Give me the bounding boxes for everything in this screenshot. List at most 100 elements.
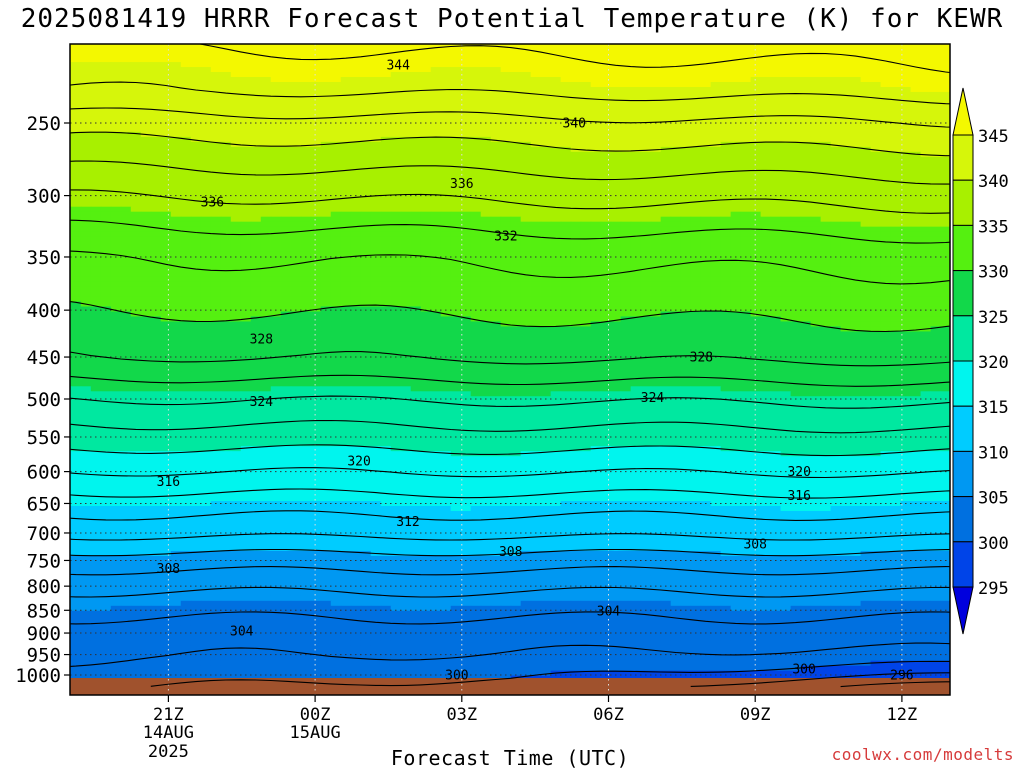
- fill-cell: [831, 132, 842, 138]
- fill-cell: [801, 72, 812, 78]
- fill-cell: [541, 212, 552, 218]
- fill-cell: [531, 182, 542, 188]
- fill-cell: [391, 112, 402, 118]
- fill-cell: [691, 12, 702, 18]
- fill-cell: [721, 22, 732, 28]
- fill-cell: [391, 22, 402, 28]
- fill-cell: [651, 212, 662, 218]
- fill-cell: [391, 267, 402, 273]
- fill-cell: [921, 112, 932, 118]
- fill-cell: [421, 172, 432, 178]
- fill-cell: [881, 107, 892, 113]
- fill-cell: [361, 202, 372, 208]
- fill-cell: [781, 232, 792, 238]
- fill-cell: [131, 67, 142, 73]
- fill-cell: [281, 52, 292, 58]
- fill-cell: [471, 97, 482, 103]
- fill-cell: [771, 187, 782, 193]
- fill-cell: [411, 242, 422, 248]
- fill-cell: [601, 112, 612, 118]
- fill-cell: [181, 47, 192, 53]
- fill-cell: [111, 197, 122, 203]
- fill-cell: [91, 227, 102, 233]
- fill-cell: [591, 102, 602, 108]
- fill-cell: [821, 87, 832, 93]
- fill-cell: [361, 252, 372, 258]
- fill-cell: [131, 107, 142, 113]
- fill-cell: [661, 127, 672, 133]
- fill-cell: [151, 222, 162, 228]
- fill-cell: [121, 17, 132, 23]
- fill-cell: [401, 147, 412, 153]
- fill-cell: [781, 0, 792, 3]
- fill-cell: [891, 252, 902, 258]
- fill-cell: [201, 107, 212, 113]
- fill-cell: [141, 67, 152, 73]
- fill-cell: [201, 237, 212, 243]
- fill-cell: [371, 222, 382, 228]
- fill-cell: [201, 152, 212, 158]
- fill-cell: [271, 137, 282, 143]
- fill-cell: [651, 7, 662, 13]
- fill-cell: [491, 0, 502, 3]
- fill-cell: [371, 207, 382, 213]
- fill-cell: [281, 237, 292, 243]
- fill-cell: [771, 107, 782, 113]
- fill-cell: [491, 202, 502, 208]
- fill-cell: [361, 37, 372, 43]
- fill-cell: [841, 197, 852, 203]
- fill-cell: [421, 117, 432, 123]
- fill-cell: [701, 207, 712, 213]
- fill-cell: [301, 72, 312, 78]
- fill-cell: [251, 17, 262, 23]
- fill-cell: [301, 22, 312, 28]
- fill-cell: [291, 37, 302, 43]
- fill-cell: [151, 127, 162, 133]
- fill-cell: [401, 77, 412, 83]
- fill-cell: [731, 62, 742, 68]
- fill-cell: [771, 32, 782, 38]
- fill-cell: [481, 2, 492, 8]
- fill-cell: [541, 32, 552, 38]
- fill-cell: [381, 12, 392, 18]
- fill-cell: [251, 207, 262, 213]
- fill-cell: [391, 227, 402, 233]
- fill-cell: [231, 207, 242, 213]
- fill-cell: [231, 107, 242, 113]
- fill-cell: [621, 147, 632, 153]
- fill-cell: [781, 112, 792, 118]
- fill-cell: [71, 107, 82, 113]
- fill-cell: [601, 72, 612, 78]
- fill-cell: [481, 52, 492, 58]
- fill-cell: [291, 142, 302, 148]
- fill-cell: [271, 157, 282, 163]
- fill-cell: [421, 32, 432, 38]
- fill-cell: [191, 157, 202, 163]
- fill-cell: [711, 107, 722, 113]
- fill-cell: [691, 137, 702, 143]
- fill-cell: [701, 242, 712, 248]
- fill-cell: [581, 17, 592, 23]
- fill-cell: [791, 212, 802, 218]
- fill-cell: [441, 97, 452, 103]
- fill-cell: [671, 127, 682, 133]
- fill-cell: [351, 117, 362, 123]
- fill-cell: [181, 82, 192, 88]
- fill-cell: [351, 212, 362, 218]
- fill-cell: [541, 97, 552, 103]
- fill-cell: [401, 182, 412, 188]
- fill-cell: [151, 167, 162, 173]
- fill-cell: [751, 162, 762, 168]
- fill-cell: [821, 102, 832, 108]
- fill-cell: [751, 42, 762, 48]
- fill-cell: [911, 137, 922, 143]
- fill-cell: [411, 12, 422, 18]
- fill-cell: [401, 32, 412, 38]
- fill-cell: [221, 217, 232, 223]
- fill-cell: [921, 207, 932, 213]
- fill-cell: [321, 52, 332, 58]
- fill-cell: [211, 237, 222, 243]
- fill-cell: [771, 177, 782, 183]
- fill-cell: [461, 37, 472, 43]
- fill-cell: [151, 22, 162, 28]
